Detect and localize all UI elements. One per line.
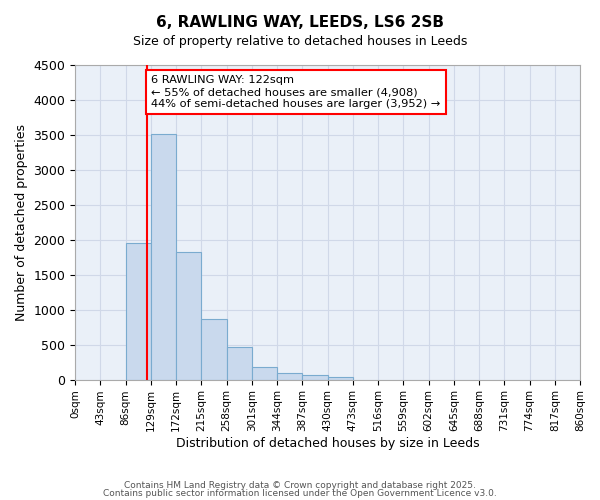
Text: Contains public sector information licensed under the Open Government Licence v3: Contains public sector information licen… [103,488,497,498]
Text: 6 RAWLING WAY: 122sqm
← 55% of detached houses are smaller (4,908)
44% of semi-d: 6 RAWLING WAY: 122sqm ← 55% of detached … [151,76,441,108]
X-axis label: Distribution of detached houses by size in Leeds: Distribution of detached houses by size … [176,437,479,450]
Bar [227,348,252,380]
Bar [151,134,176,380]
Bar [302,376,328,380]
Bar [176,252,202,380]
Text: 6, RAWLING WAY, LEEDS, LS6 2SB: 6, RAWLING WAY, LEEDS, LS6 2SB [156,15,444,30]
Bar [277,372,302,380]
Bar [202,319,227,380]
Y-axis label: Number of detached properties: Number of detached properties [15,124,28,321]
Bar [125,244,151,380]
Text: Contains HM Land Registry data © Crown copyright and database right 2025.: Contains HM Land Registry data © Crown c… [124,481,476,490]
Text: Size of property relative to detached houses in Leeds: Size of property relative to detached ho… [133,35,467,48]
Bar [252,368,277,380]
Bar [328,378,353,380]
